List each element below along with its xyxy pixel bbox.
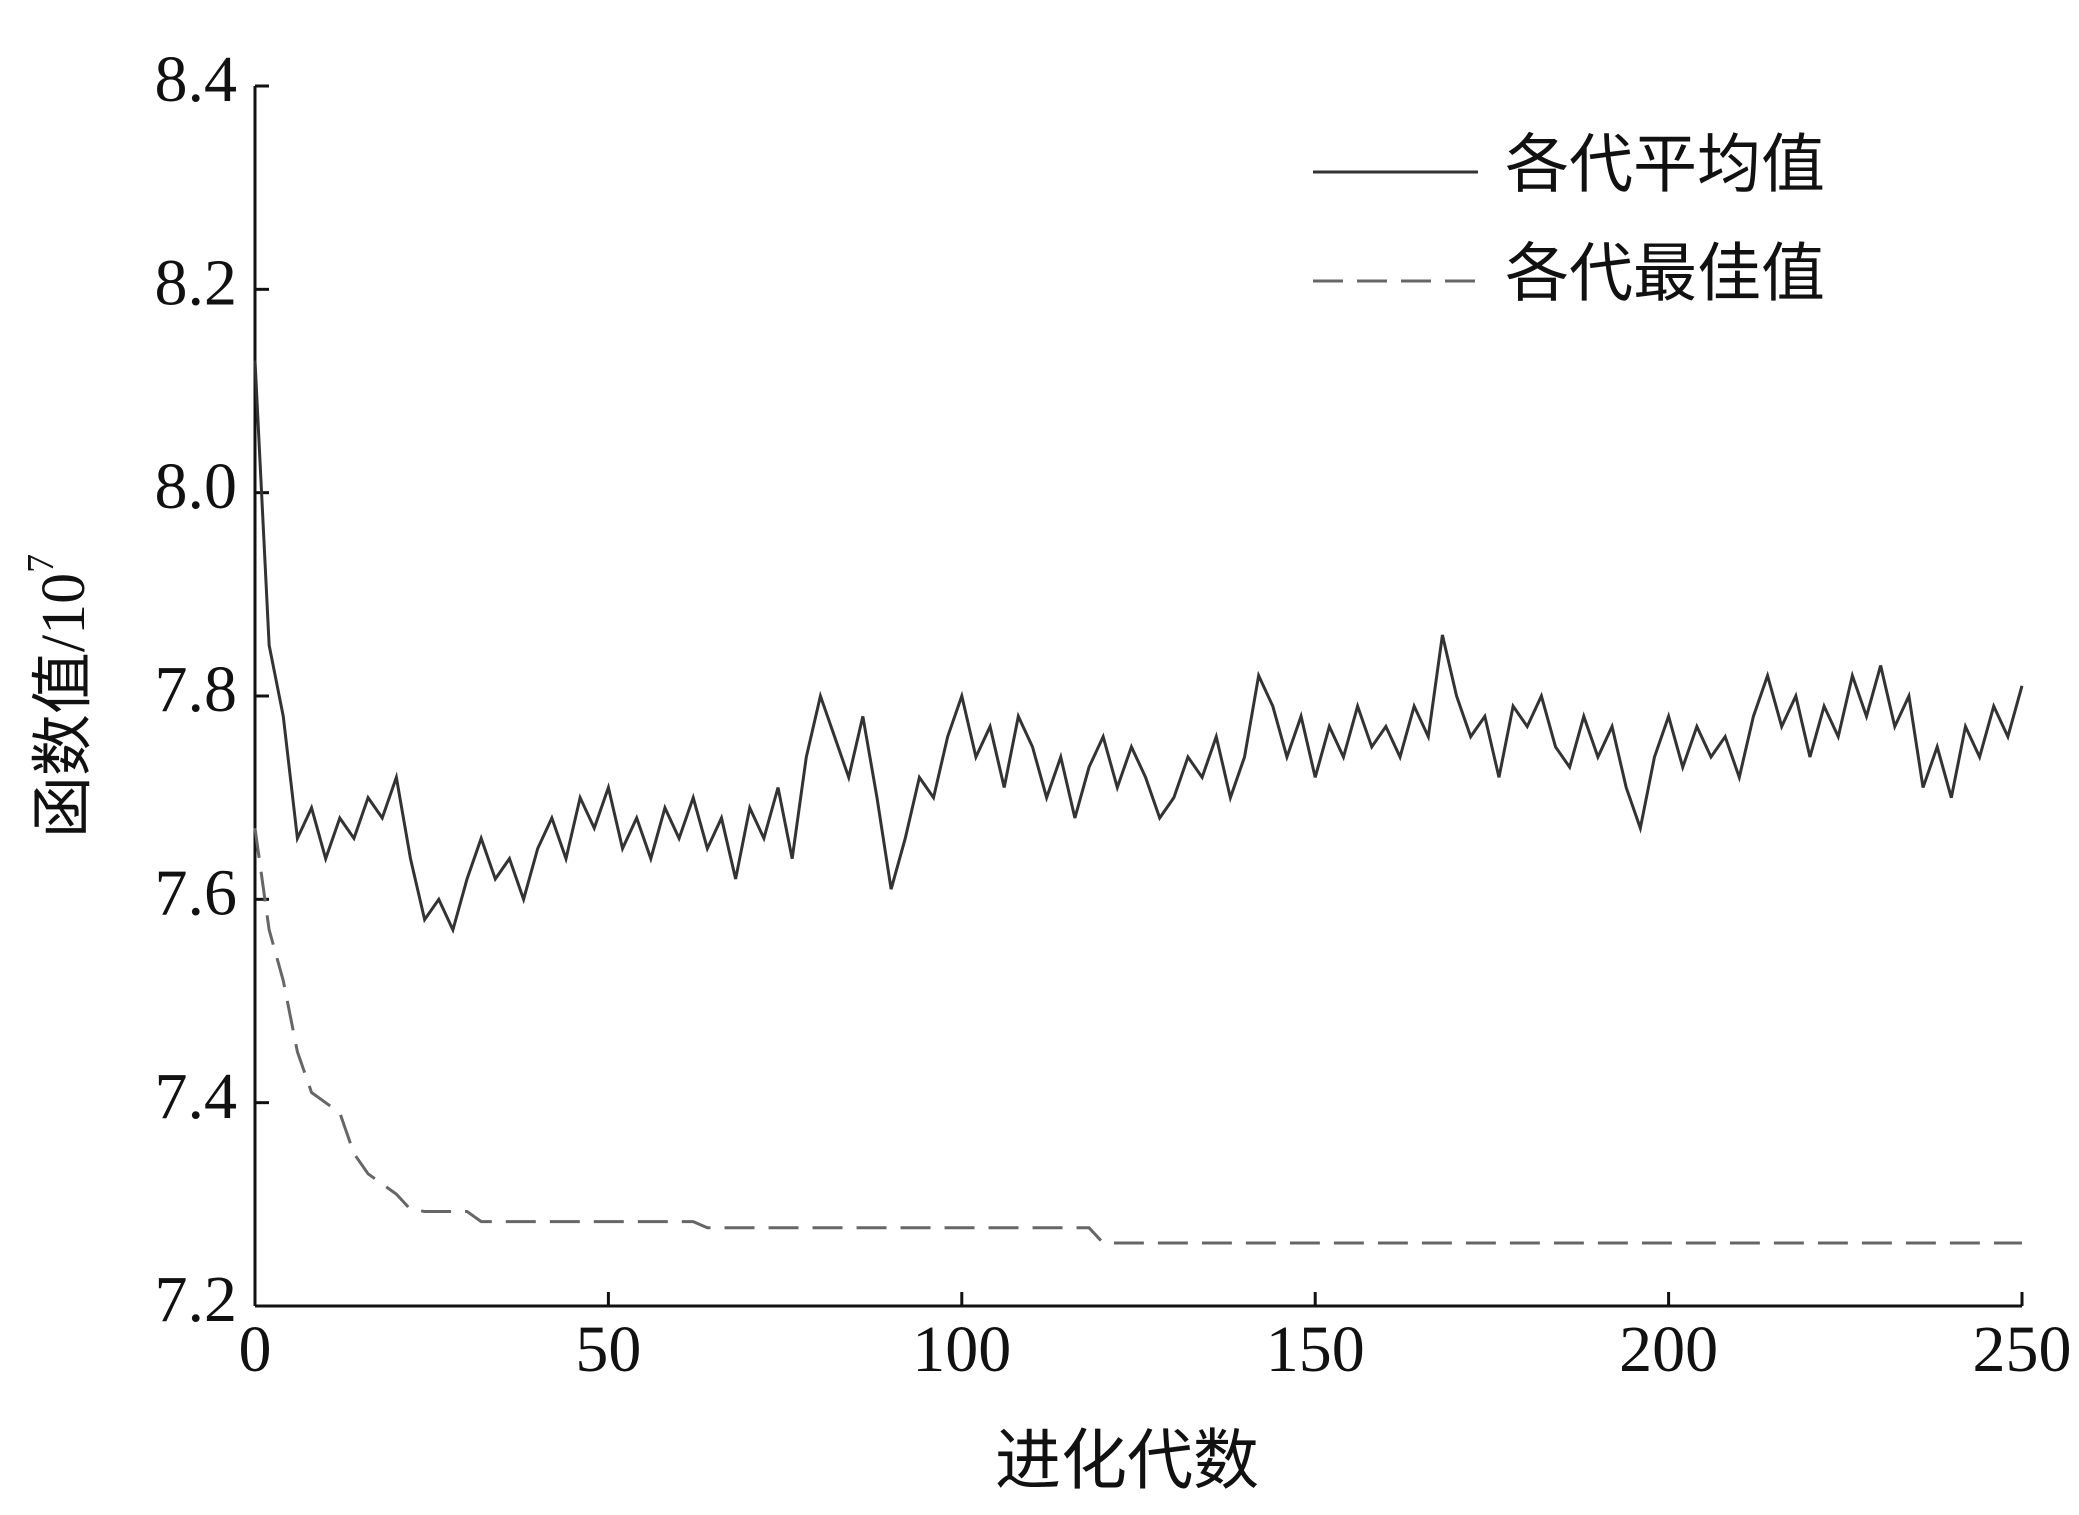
y-tick-label: 8.4 bbox=[155, 43, 238, 116]
y-axis-label-exponent: 7 bbox=[20, 554, 62, 573]
y-axis-label-text: 函数值/10 bbox=[30, 573, 98, 838]
x-tick-label: 0 bbox=[239, 1313, 272, 1386]
series-line bbox=[253, 827, 2022, 1245]
x-tick-label: 50 bbox=[575, 1313, 641, 1386]
x-tick-label: 250 bbox=[1973, 1313, 2072, 1386]
series-line bbox=[253, 360, 2024, 935]
x-axis-label: 进化代数 bbox=[995, 1425, 1259, 1498]
y-tick-label: 8.2 bbox=[155, 246, 238, 319]
legend-label: 各代最佳值 bbox=[1505, 239, 1825, 310]
y-tick-label: 7.8 bbox=[155, 653, 238, 726]
x-tick-label: 100 bbox=[912, 1313, 1011, 1386]
y-tick-label: 8.0 bbox=[155, 450, 238, 523]
y-tick-label: 7.6 bbox=[155, 856, 238, 929]
y-tick-label: 7.2 bbox=[155, 1263, 238, 1336]
x-tick-label: 150 bbox=[1266, 1313, 1365, 1386]
y-tick-label: 7.4 bbox=[155, 1060, 238, 1133]
y-axis-label: 函数值/107 bbox=[20, 554, 99, 838]
x-tick-label: 200 bbox=[1619, 1313, 1718, 1386]
legend-label: 各代平均值 bbox=[1505, 130, 1825, 201]
